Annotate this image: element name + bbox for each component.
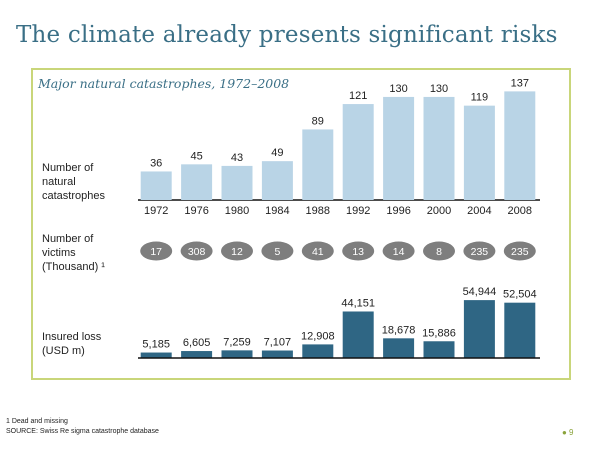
catastrophe-bar [302, 129, 334, 200]
victims-oval [301, 241, 334, 261]
page-marker: ● 9 [562, 428, 574, 437]
insured-loss-bar [463, 300, 495, 358]
year-tick-label: 1988 [306, 205, 330, 217]
catastrophe-bar [463, 105, 495, 200]
year-tick-label: 1980 [225, 205, 249, 217]
insured-loss-bar [302, 344, 334, 358]
victims-oval [140, 241, 173, 261]
insured-value-label: 12,908 [301, 330, 335, 342]
insured-loss-bar [181, 351, 213, 358]
victims-value-label: 13 [352, 246, 364, 258]
victims-oval [503, 241, 536, 261]
insured-loss-bar [140, 352, 172, 358]
victims-value-label: 5 [274, 246, 280, 258]
victims-value-label: 17 [150, 246, 162, 258]
catastrophe-value-label: 130 [430, 83, 448, 95]
catastrophe-value-label: 137 [511, 77, 529, 89]
slide-title: The climate already presents significant… [16, 22, 558, 48]
insured-value-label: 44,151 [341, 297, 375, 309]
catastrophes-label-line: catastrophes [42, 190, 105, 202]
insured-loss-bar [221, 350, 253, 358]
catastrophe-value-label: 89 [312, 115, 324, 127]
insured-value-label: 6,605 [183, 337, 211, 349]
victims-label-line: (Thousand) ¹ [42, 261, 105, 273]
year-tick-label: 2004 [467, 205, 491, 217]
victims-oval [342, 241, 375, 261]
victims-value-label: 8 [436, 246, 442, 258]
insured-value-label: 5,185 [142, 339, 170, 351]
catastrophe-bar [261, 161, 293, 200]
catastrophe-value-label: 119 [471, 92, 489, 104]
year-tick-label: 1992 [346, 205, 370, 217]
catastrophe-bar [181, 164, 213, 200]
catastrophe-bar [504, 91, 536, 200]
victims-oval [423, 241, 455, 261]
catastrophe-value-label: 49 [271, 147, 283, 159]
victims-value-label: 41 [312, 246, 324, 258]
insured-loss-bar [342, 311, 374, 358]
insured-loss-bar [261, 350, 293, 358]
victims-row-label: Number of victims (Thousand) ¹ [42, 232, 105, 274]
panel-title: Major natural catastrophes, 1972–2008 [38, 76, 290, 91]
insured-value-label: 18,678 [382, 324, 416, 336]
insured-label-line: Insured loss [42, 331, 102, 343]
victims-oval [261, 241, 294, 261]
insured-row-label: Insured loss (USD m) [42, 330, 101, 358]
year-tick-label: 1976 [184, 205, 208, 217]
victims-value-label: 235 [511, 246, 529, 258]
catastrophes-label-line: natural [42, 176, 76, 188]
victims-label-line: Number of [42, 233, 94, 245]
victims-oval [180, 241, 213, 261]
chart-panel-frame [31, 68, 571, 380]
source-note: SOURCE: Swiss Re sigma catastrophe datab… [6, 428, 159, 435]
year-tick-label: 1996 [386, 205, 410, 217]
insured-value-label: 7,259 [223, 336, 251, 348]
insured-loss-bar [504, 302, 536, 358]
victims-label-line: victims [42, 247, 76, 259]
catastrophe-bar [423, 96, 455, 200]
year-tick-label: 2000 [427, 205, 451, 217]
catastrophes-label-line: Number of [42, 162, 94, 174]
year-tick-label: 1984 [265, 205, 289, 217]
insured-value-label: 15,886 [422, 327, 456, 339]
year-tick-label: 1972 [144, 205, 168, 217]
insured-value-label: 54,944 [463, 286, 497, 298]
catastrophe-value-label: 121 [349, 90, 367, 102]
catastrophe-bar [140, 171, 172, 200]
insured-value-label: 52,504 [503, 289, 537, 301]
insured-value-label: 7,107 [264, 337, 292, 349]
insured-label-line: (USD m) [42, 345, 85, 357]
catastrophe-value-label: 45 [190, 150, 202, 162]
footnote-dead-missing: 1 Dead and missing [6, 418, 68, 425]
catastrophes-row-label: Number of natural catastrophes [42, 161, 105, 203]
insured-loss-bar [423, 341, 455, 358]
catastrophe-bar [221, 165, 253, 200]
victims-oval [463, 241, 496, 261]
insured-loss-bar [383, 338, 415, 358]
catastrophe-bar [342, 104, 374, 200]
victims-oval [221, 241, 253, 261]
catastrophe-value-label: 43 [231, 152, 243, 164]
victims-value-label: 308 [188, 246, 206, 258]
victims-value-label: 235 [471, 246, 489, 258]
year-tick-label: 2008 [508, 205, 532, 217]
victims-value-label: 14 [393, 246, 405, 258]
catastrophe-value-label: 36 [150, 157, 162, 169]
victims-value-label: 12 [231, 246, 243, 258]
catastrophe-value-label: 130 [389, 83, 407, 95]
victims-oval [382, 241, 415, 261]
catastrophe-bar [383, 96, 415, 200]
